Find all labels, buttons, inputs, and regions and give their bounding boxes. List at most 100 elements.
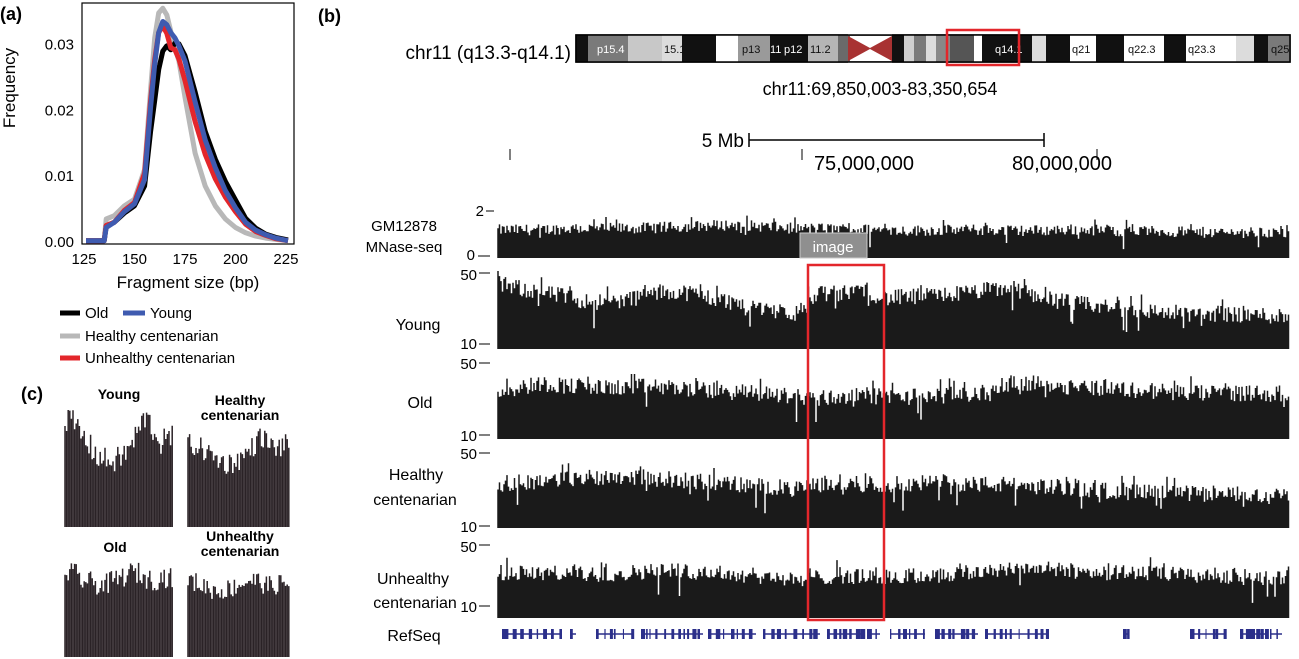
gene-exon — [875, 629, 877, 639]
track-ymin: 10 — [460, 428, 477, 445]
track-label: Old — [408, 395, 433, 412]
gene-exon — [898, 629, 901, 639]
gene-exon — [993, 629, 996, 639]
gene-exon — [604, 629, 606, 639]
band — [628, 35, 662, 62]
x-tick-label: 200 — [223, 251, 248, 268]
band — [576, 35, 588, 62]
y-tick-label: 0.02 — [45, 102, 74, 119]
legend-label-healthy: Healthy centenarian — [85, 328, 218, 345]
ideogram-outline-top — [575, 34, 1291, 63]
legend-label-young: Young — [150, 305, 192, 322]
track-label: GM12878 — [371, 218, 437, 235]
band — [950, 35, 974, 62]
legend-label-unhealthy: Unhealthy centenarian — [85, 350, 235, 367]
track-ymax: 2 — [476, 203, 484, 220]
plot-frame-a — [81, 2, 295, 245]
signal-track-bars — [497, 374, 1290, 439]
gene-exon — [909, 629, 911, 639]
gene-exon — [966, 629, 970, 639]
gene-exon — [646, 629, 648, 639]
gene-exon — [543, 629, 547, 639]
series-line-young — [86, 19, 289, 244]
gene-exon — [867, 629, 872, 639]
band — [1096, 35, 1124, 62]
gene-exon — [1256, 629, 1261, 639]
panel-a-label: (a) — [0, 4, 22, 24]
gene-exon — [1034, 629, 1038, 639]
signal-track-bars — [497, 557, 1290, 618]
band — [892, 35, 904, 62]
gene-exon — [960, 629, 966, 639]
panel-b: (b) chr11 (q13.3-q14.1) — [318, 6, 1291, 645]
gene-exon — [692, 629, 697, 639]
gene-exon — [723, 629, 725, 639]
band — [770, 35, 808, 62]
signal-track-bars — [497, 463, 1290, 528]
mini-title-healthy-1: Healthy — [215, 392, 266, 408]
x-tick-labels: 125 150 175 200 225 — [71, 251, 298, 268]
band — [1236, 35, 1254, 62]
gene-exon — [671, 629, 675, 639]
gene-exon — [1240, 629, 1244, 639]
image-tag-label: image — [813, 239, 854, 256]
genomic-coordinates: chr11:69,850,003-83,350,654 — [763, 79, 998, 99]
track-label: centenarian — [373, 595, 457, 612]
gene-exon — [1018, 629, 1020, 639]
panel-c: (c) Young Healthy centenarian Old Unheal… — [21, 384, 290, 657]
gene-exon — [1270, 629, 1272, 639]
gene-exon — [1045, 629, 1049, 639]
track-label: Healthy — [389, 467, 443, 484]
band — [588, 35, 628, 62]
centromere — [870, 36, 892, 61]
gene-exon — [570, 629, 573, 639]
y-tick-labels: 0.00 0.01 0.02 0.03 — [45, 37, 74, 252]
band — [682, 35, 716, 62]
band-label: p15.4 — [597, 44, 625, 56]
track-ymin: 0 — [467, 247, 475, 264]
track-ymax: 50 — [460, 446, 477, 463]
gene-exon — [596, 629, 599, 639]
band — [662, 35, 682, 62]
gene-exon — [813, 629, 818, 639]
gene-exon — [1245, 629, 1251, 639]
gene-exon — [1027, 629, 1030, 639]
y-axis-label: Frequency — [0, 47, 19, 128]
gene-exon — [631, 629, 635, 639]
gene-exon — [655, 629, 658, 639]
mini-title-old: Old — [103, 539, 126, 555]
gene-exon — [999, 629, 1003, 639]
panel-b-label: (b) — [318, 6, 341, 26]
band — [1124, 35, 1164, 62]
gene-exon — [687, 629, 690, 639]
gene-exon — [520, 629, 524, 639]
gene-exon — [741, 629, 745, 639]
legend: Old Young Healthy centenarian Unhealthy … — [60, 305, 235, 367]
band-label: q23.3 — [1188, 44, 1216, 56]
gene-exon — [839, 629, 842, 639]
gene-exon — [1260, 629, 1264, 639]
panel-c-label: (c) — [21, 384, 43, 404]
band — [1268, 35, 1290, 62]
gene-exon — [948, 629, 952, 639]
gene-exon — [914, 629, 917, 639]
gene-exon — [935, 629, 940, 639]
gene-exon — [528, 629, 533, 639]
band — [1046, 35, 1070, 62]
gene-exon — [842, 629, 848, 639]
track-ymin: 10 — [460, 599, 477, 616]
gene-exon — [1127, 629, 1130, 639]
legend-label-old: Old — [85, 305, 108, 322]
band — [1186, 35, 1236, 62]
gene-exon — [849, 629, 852, 639]
gene-exon — [855, 629, 861, 639]
gene-exon — [715, 629, 721, 639]
gene-exon — [559, 629, 562, 639]
x-tick-label: 225 — [273, 251, 298, 268]
y-tick-label: 0.00 — [45, 234, 74, 251]
gene-exon — [941, 629, 945, 639]
band-label: p12 — [784, 44, 802, 56]
track-ymax: 50 — [460, 539, 477, 556]
signal-track-bars — [497, 215, 1290, 258]
mini-bar-panel-young — [64, 410, 173, 527]
